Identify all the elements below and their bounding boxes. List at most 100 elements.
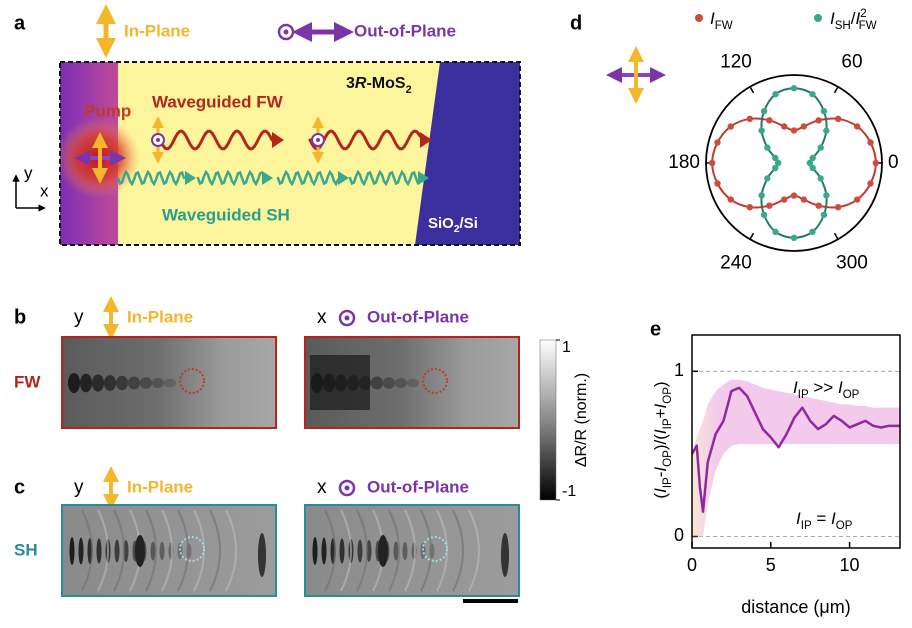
polarization-icon <box>338 309 356 327</box>
wave <box>308 129 422 151</box>
theta-tick-label: 120 <box>720 52 752 73</box>
map-fringe <box>452 509 464 592</box>
map-feature <box>116 375 128 391</box>
legend-marker <box>814 14 822 22</box>
map-fringe <box>388 509 400 592</box>
map-feature <box>402 542 408 560</box>
map-fringe <box>81 509 93 592</box>
map-feature <box>378 535 388 567</box>
map-feature <box>152 377 164 389</box>
map-axis: y <box>74 477 84 498</box>
legend-in-plane: In-Plane <box>124 21 190 40</box>
y-axis-label: (IIP-IOP)/(IIP+IOP) <box>651 381 674 498</box>
data-point <box>815 202 822 209</box>
map-row-label: SH <box>14 540 38 559</box>
map-feature <box>177 543 183 559</box>
y-tick-label: 0 <box>674 525 684 545</box>
probe-circle <box>422 368 448 394</box>
legend-marker <box>695 14 703 22</box>
map-feature <box>420 543 426 559</box>
panel-label: a <box>14 12 26 34</box>
data-point <box>758 127 765 134</box>
wave <box>116 169 186 187</box>
data-point <box>823 127 830 134</box>
map-polarization: In-Plane <box>127 477 193 496</box>
map-feature <box>128 376 140 390</box>
data-point <box>727 196 734 203</box>
map-frame <box>304 336 520 429</box>
data-point <box>872 159 880 167</box>
map-frame <box>61 336 277 429</box>
colorbar-tick-label: -1 <box>562 483 576 500</box>
map-fringe <box>324 509 336 592</box>
wave <box>348 169 420 187</box>
map-feature <box>140 377 152 389</box>
map-axis: x <box>317 477 327 498</box>
map-polarization: Out-of-Plane <box>367 477 469 496</box>
map-fringe <box>404 509 416 592</box>
x-tick-label: 5 <box>766 555 776 575</box>
map-axis: x <box>317 307 327 328</box>
maps: FW y In-Plane x Out-of-Plane SH y In-Plane x Out-… <box>14 296 520 597</box>
theta-tick <box>833 86 839 94</box>
data-point <box>714 180 721 187</box>
wave-arrowhead <box>418 171 429 185</box>
map-feature <box>321 537 327 565</box>
pump-label: Pump <box>84 101 131 120</box>
data-point <box>820 211 828 219</box>
data-point <box>772 154 779 162</box>
map-feature <box>68 373 80 393</box>
map-row-label: FW <box>14 372 41 391</box>
map-feature <box>150 541 156 561</box>
colorbar <box>539 339 557 501</box>
data-point <box>790 85 798 92</box>
data-point <box>817 144 824 151</box>
line-chart: 010 5 10 <box>674 334 901 575</box>
x-axis-label: distance (μm) <box>741 597 850 617</box>
map-feature <box>383 377 395 389</box>
data-point <box>823 192 830 199</box>
polar-chart: 0 60 120 180 240 300 <box>668 52 898 274</box>
theta-tick-label: 300 <box>836 252 868 273</box>
data-point <box>809 164 816 172</box>
wave-arrowhead <box>185 171 196 185</box>
theta-tick <box>749 86 755 94</box>
data-point <box>815 117 822 124</box>
legend-entry: IFW <box>710 9 733 32</box>
colorbar-ticks: 1 -1 <box>556 339 576 501</box>
theta-tick-label: 180 <box>668 152 700 173</box>
map-fringe <box>340 509 352 592</box>
data-point <box>806 159 814 167</box>
waves <box>116 116 432 187</box>
schematic: Pump Waveguided FW 3R-MoS2 Waveguided SH… <box>56 61 521 246</box>
probe-circle <box>179 536 205 562</box>
theta-tick-label: 60 <box>841 52 862 73</box>
data-point <box>809 228 816 236</box>
wave <box>158 129 274 151</box>
map-feature <box>69 537 75 565</box>
data-point <box>760 211 768 219</box>
data-point <box>766 202 773 209</box>
data-point <box>766 117 773 124</box>
map-fringe <box>420 509 432 592</box>
data-point <box>867 180 874 187</box>
legend-entry: ISH/I2 FW <box>830 8 877 32</box>
panel-label: c <box>14 476 25 498</box>
legend-out-of-plane: Out-of-Plane <box>354 21 456 40</box>
colorbar-tick-label: 1 <box>562 339 571 356</box>
map-feature <box>395 377 407 389</box>
fw-label: Waveguided FW <box>152 92 284 111</box>
map-frame <box>304 504 520 597</box>
map-feature <box>92 374 104 392</box>
map-feature <box>114 539 120 563</box>
map-feature <box>407 378 419 388</box>
data-point <box>746 203 754 211</box>
wave-arrowhead <box>272 132 284 148</box>
probe-circle <box>179 368 205 394</box>
theta-tick-label: 240 <box>720 252 752 273</box>
material-label: 3R-MoS2 <box>346 75 412 96</box>
data-point <box>758 192 765 199</box>
map-fringe <box>177 509 189 592</box>
axis-glyph-label: x <box>40 181 49 200</box>
